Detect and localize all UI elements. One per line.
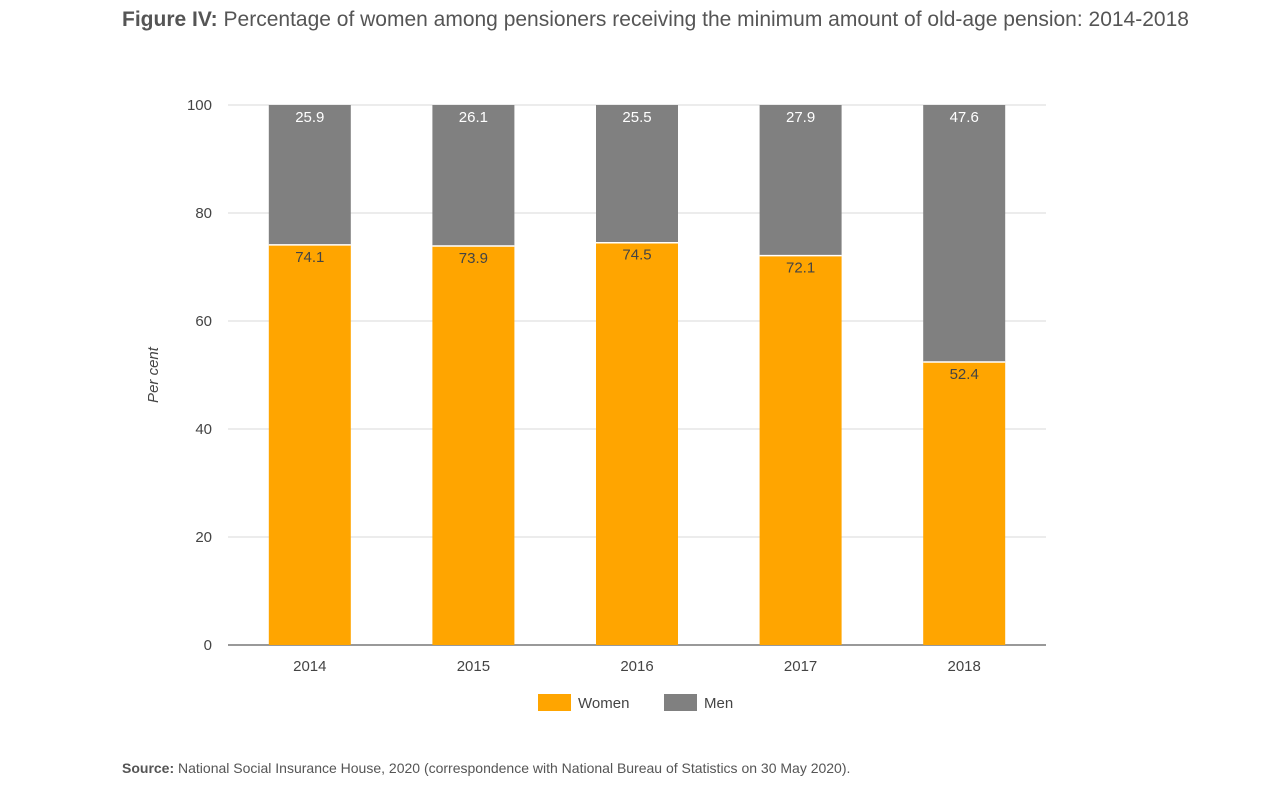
legend: Women Men bbox=[538, 694, 733, 712]
data-label-men: 47.6 bbox=[950, 109, 979, 126]
data-label-women: 73.9 bbox=[459, 250, 488, 267]
y-axis-label: Per cent bbox=[145, 346, 162, 403]
y-tick-label: 100 bbox=[187, 97, 212, 114]
data-label-women: 74.1 bbox=[295, 249, 324, 266]
data-label-women: 72.1 bbox=[786, 260, 815, 277]
y-tick-label: 60 bbox=[195, 313, 212, 330]
source-label: Source: bbox=[122, 760, 175, 776]
data-label-men: 26.1 bbox=[459, 109, 488, 126]
bar-men-2018 bbox=[923, 105, 1006, 363]
bars: 74.1 25.9 73.9 26.1 74.5 25.5 72.1 27.9 52.4 47.6 bbox=[268, 105, 1006, 646]
y-tick-label: 40 bbox=[195, 421, 212, 438]
bar-women-2017 bbox=[759, 255, 842, 645]
x-axis: 2014 2015 2016 2017 2018 bbox=[293, 658, 981, 675]
stacked-bar-chart: 74.1 25.9 73.9 26.1 74.5 25.5 72.1 27.9 52.4 47.6… bbox=[145, 97, 1046, 712]
legend-swatch-women bbox=[538, 694, 571, 711]
bar-men-2015 bbox=[432, 105, 515, 246]
y-tick-label: 80 bbox=[195, 205, 212, 222]
source-note: Source: National Social Insurance House,… bbox=[122, 760, 850, 776]
figure-label: Figure IV: bbox=[122, 8, 218, 31]
bar-women-2015 bbox=[432, 245, 515, 645]
x-tick-label: 2017 bbox=[784, 658, 817, 675]
y-tick-label: 0 bbox=[204, 637, 212, 654]
legend-label-men: Men bbox=[704, 695, 733, 712]
bar-women-2014 bbox=[268, 244, 351, 646]
y-axis: 0 20 40 60 80 100 Per cent bbox=[145, 97, 212, 654]
bar-women-2018 bbox=[923, 362, 1006, 645]
bar-women-2016 bbox=[596, 242, 678, 645]
source-text: National Social Insurance House, 2020 (c… bbox=[178, 760, 851, 776]
data-label-women: 74.5 bbox=[622, 247, 651, 264]
x-tick-label: 2016 bbox=[620, 658, 653, 675]
figure-title: Figure IV: Percentage of women among pen… bbox=[122, 5, 1222, 34]
bar-men-2016 bbox=[596, 105, 678, 243]
y-tick-label: 20 bbox=[195, 529, 212, 546]
bar-men-2017 bbox=[759, 105, 842, 256]
figure-title-text: Percentage of women among pensioners rec… bbox=[223, 8, 1189, 31]
data-label-men: 25.5 bbox=[622, 109, 651, 126]
data-label-women: 52.4 bbox=[950, 366, 979, 383]
legend-swatch-men bbox=[664, 694, 697, 711]
x-tick-label: 2015 bbox=[457, 658, 490, 675]
data-label-men: 27.9 bbox=[786, 109, 815, 126]
data-label-men: 25.9 bbox=[295, 109, 324, 126]
bar-men-2014 bbox=[268, 105, 351, 245]
x-tick-label: 2018 bbox=[948, 658, 981, 675]
x-tick-label: 2014 bbox=[293, 658, 326, 675]
legend-label-women: Women bbox=[578, 695, 629, 712]
